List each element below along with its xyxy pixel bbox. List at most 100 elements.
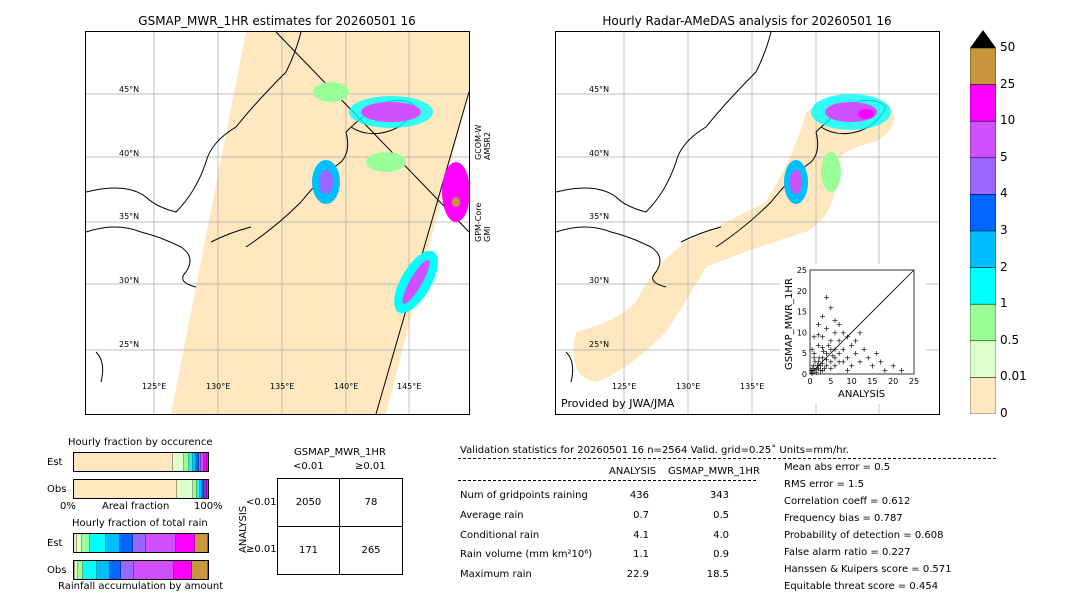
total-footer: Rainfall accumulation by amount [58, 581, 224, 592]
scatter-ytick-2: 10 [797, 328, 807, 337]
scatter-point-14: + [832, 362, 839, 371]
occ-obs-segment-6 [203, 480, 206, 498]
colorbar-label-5: 3 [1000, 223, 1008, 237]
stat-label-3: Rain volume (mm km²10⁶) [460, 549, 593, 560]
tot-obs-segment-7 [134, 561, 175, 579]
tot-obs-segment-0 [74, 561, 76, 579]
colorbar-label-6: 2 [1000, 259, 1008, 274]
score-6: Hanssen & Kuipers score = 0.571 [784, 564, 952, 575]
colorbar-label-2: 10 [1000, 113, 1016, 128]
colorbar [969, 30, 997, 415]
colorbar-label-4: 4 [1000, 186, 1008, 201]
scatter-point-11: + [827, 358, 834, 367]
left-map-title: GSMAP_MWR_1HR estimates for 20260501 16 [138, 14, 416, 28]
total-bar-est [73, 533, 209, 553]
scatter-point-10: + [823, 349, 830, 358]
scatter-point-6: + [817, 362, 824, 371]
scatter-ylabel: GSMAP_MWR_1HR [784, 278, 795, 370]
occurrence-row-est: Est [47, 457, 63, 468]
contingency-col-ge: ≥0.01 [355, 461, 386, 472]
scatter-xtick-2: 10 [847, 377, 857, 386]
scatter-point-9: + [823, 362, 830, 371]
score-3: Frequency bias = 0.787 [784, 513, 903, 524]
scatter-point-59: + [830, 351, 837, 360]
occ-est-segment-4 [193, 453, 196, 471]
colorbar-labels: 50 25 10 5 4 3 2 1 0.5 0.01 0 [1000, 30, 1060, 420]
occ-est-segment-6 [198, 453, 202, 471]
scatter-xtick-3: 15 [867, 377, 877, 386]
stat-label-0: Num of gridpoints raining [460, 490, 588, 501]
credit-text: Provided by JWA/JMA [561, 397, 675, 410]
total-bar-obs [73, 560, 209, 580]
scatter-point-34: + [819, 333, 826, 342]
contingency-col-lt: <0.01 [293, 461, 324, 472]
scatter-point-65: + [844, 333, 851, 342]
total-row-obs: Obs [47, 565, 67, 576]
score-7: Equitable threat score = 0.454 [784, 581, 939, 592]
scatter-point-40: + [811, 333, 818, 342]
scatter-point-49: + [844, 366, 851, 375]
scatter-point-60: + [840, 328, 847, 337]
total-row-est: Est [47, 538, 63, 549]
colorbar-label-7: 1 [1000, 296, 1008, 311]
stat-label-1: Average rain [460, 510, 524, 521]
left-lat-label-40: 40°N [119, 149, 140, 158]
occ-obs-segment-0 [74, 480, 178, 498]
colorbar-swatch-7 [969, 303, 997, 342]
scatter-point-47: + [832, 345, 839, 354]
scatter-point-68: + [819, 343, 826, 352]
scatter-point-20: + [848, 341, 855, 350]
colorbar-extend-triangle [970, 30, 996, 48]
total-rain-title: Hourly fraction of total rain [72, 518, 208, 529]
tot-est-segment-1 [76, 534, 83, 552]
tot-obs-segment-4 [96, 561, 111, 579]
right-map-canvas [556, 32, 939, 414]
left-lon-label-140: 140°E [334, 382, 359, 391]
tot-obs-segment-6 [120, 561, 135, 579]
occ-obs-segment-7 [205, 480, 207, 498]
scatter-point-26: + [869, 362, 876, 371]
scatter-point-61: + [832, 316, 839, 325]
stat-b-0: 343 [709, 490, 729, 501]
occ-est-segment-0 [74, 453, 174, 471]
colorbar-swatch-9 [969, 377, 997, 415]
scatter-xtick-1: 5 [828, 377, 833, 386]
scatter-ytick-1: 5 [802, 349, 807, 358]
scatter-ytick-5: 25 [797, 266, 807, 275]
validation-col-analysis: ANALYSIS [609, 466, 657, 477]
occurrence-row-obs: Obs [47, 484, 67, 495]
scatter-point-7: + [819, 366, 826, 375]
occurrence-title: Hourly fraction by occurence [68, 437, 213, 448]
tot-obs-segment-1 [75, 561, 78, 579]
scatter-xtick-4: 20 [888, 377, 898, 386]
scatter-point-37: + [819, 312, 826, 321]
scatter-plot: ++++++++++++++++++++++++++++++ + +++++++++… [797, 266, 919, 386]
stat-label-4: Maximum rain [460, 569, 532, 580]
tot-obs-segment-8 [174, 561, 192, 579]
tot-est-segment-2 [82, 534, 91, 552]
validation-col-gsmap: GSMAP_MWR_1HR [668, 466, 760, 477]
colorbar-label-0: 50 [1000, 40, 1016, 54]
scatter-xlabel: ANALYSIS [838, 389, 886, 400]
tot-est-segment-8 [175, 534, 195, 552]
right-map-title: Hourly Radar-AMeDAS analysis for 2026050… [602, 14, 892, 28]
left-map-panel [85, 31, 470, 415]
occ-obs-segment-9 [207, 480, 208, 498]
occurrence-bar-obs [73, 479, 209, 499]
occ-obs-segment-2 [193, 480, 198, 498]
occ-est-segment-8 [203, 453, 207, 471]
scatter-point-33: + [815, 341, 822, 350]
scatter-point-30: + [890, 362, 897, 371]
scatter-point-32: + [811, 349, 818, 358]
right-lon-label-135: 135°E [740, 382, 765, 391]
scatter-point-16: + [836, 337, 843, 346]
left-lat-label-30: 30°N [119, 276, 140, 285]
contingency-cell-11: 265 [361, 545, 381, 556]
colorbar-swatch-8 [969, 340, 997, 378]
left-lon-label-130: 130°E [206, 382, 231, 391]
scatter-point-0: + [809, 369, 816, 378]
occ-est-segment-5 [195, 453, 199, 471]
scatter-ytick-3: 15 [797, 308, 807, 317]
tot-est-segment-3 [90, 534, 107, 552]
scatter-point-25: + [865, 353, 872, 362]
